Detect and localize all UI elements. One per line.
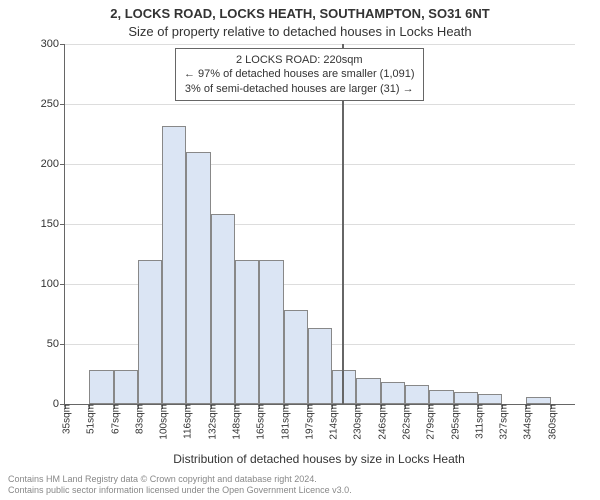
- xtick-label: 100sqm: [155, 404, 170, 440]
- footer-text: Contains HM Land Registry data © Crown c…: [8, 474, 352, 496]
- histogram-bar: [235, 260, 259, 404]
- histogram-bar: [405, 385, 429, 404]
- histogram-bar: [284, 310, 308, 404]
- histogram-bar: [114, 370, 138, 404]
- grid-line: [65, 164, 575, 165]
- annotation-line-3: 3% of semi-detached houses are larger (3…: [184, 82, 415, 96]
- chart-title-sub: Size of property relative to detached ho…: [0, 24, 600, 39]
- histogram-bar: [162, 126, 186, 404]
- xtick-label: 165sqm: [252, 404, 267, 440]
- annotation-line-1: 2 LOCKS ROAD: 220sqm: [184, 53, 415, 67]
- xtick-label: 197sqm: [300, 404, 315, 440]
- plot-area: 05010015020025030035sqm51sqm67sqm83sqm10…: [64, 44, 575, 405]
- histogram-bar: [259, 260, 283, 404]
- histogram-bar: [454, 392, 478, 404]
- footer-line-2: Contains public sector information licen…: [8, 485, 352, 496]
- histogram-bar: [211, 214, 235, 404]
- xtick-label: 230sqm: [349, 404, 364, 440]
- histogram-bar: [356, 378, 380, 404]
- xtick-label: 311sqm: [470, 404, 485, 439]
- chart-title-main: 2, LOCKS ROAD, LOCKS HEATH, SOUTHAMPTON,…: [0, 6, 600, 21]
- footer-line-1: Contains HM Land Registry data © Crown c…: [8, 474, 352, 485]
- xtick-label: 132sqm: [203, 404, 218, 440]
- ytick-label: 250: [41, 98, 65, 110]
- histogram-bar: [308, 328, 332, 404]
- ytick-label: 100: [41, 278, 65, 290]
- xtick-label: 83sqm: [130, 404, 145, 434]
- xtick-label: 67sqm: [106, 404, 121, 434]
- histogram-bar: [478, 394, 502, 404]
- ytick-label: 150: [41, 218, 65, 230]
- ytick-label: 50: [47, 338, 65, 350]
- xtick-label: 344sqm: [519, 404, 534, 440]
- grid-line: [65, 224, 575, 225]
- xtick-label: 51sqm: [82, 404, 97, 434]
- ytick-label: 200: [41, 158, 65, 170]
- annotation-line-2: ← 97% of detached houses are smaller (1,…: [184, 67, 415, 81]
- histogram-bar: [138, 260, 162, 404]
- xtick-label: 360sqm: [543, 404, 558, 440]
- histogram-bar: [89, 370, 113, 404]
- xtick-label: 295sqm: [446, 404, 461, 440]
- grid-line: [65, 104, 575, 105]
- histogram-bar: [332, 370, 356, 404]
- chart-container: 2, LOCKS ROAD, LOCKS HEATH, SOUTHAMPTON,…: [0, 0, 600, 500]
- ytick-label: 300: [41, 38, 65, 50]
- grid-line: [65, 44, 575, 45]
- xtick-label: 214sqm: [325, 404, 340, 440]
- annotation-box: 2 LOCKS ROAD: 220sqm ← 97% of detached h…: [175, 48, 424, 101]
- xtick-label: 116sqm: [179, 404, 194, 439]
- xtick-label: 262sqm: [398, 404, 413, 440]
- xtick-label: 327sqm: [495, 404, 510, 440]
- histogram-bar: [186, 152, 210, 404]
- histogram-bar: [381, 382, 405, 404]
- x-axis-label: Distribution of detached houses by size …: [64, 452, 574, 466]
- xtick-label: 148sqm: [228, 404, 243, 440]
- xtick-label: 35sqm: [58, 404, 73, 434]
- histogram-bar: [429, 390, 453, 404]
- xtick-label: 181sqm: [276, 404, 291, 440]
- histogram-bar: [526, 397, 550, 404]
- xtick-label: 279sqm: [422, 404, 437, 440]
- xtick-label: 246sqm: [373, 404, 388, 440]
